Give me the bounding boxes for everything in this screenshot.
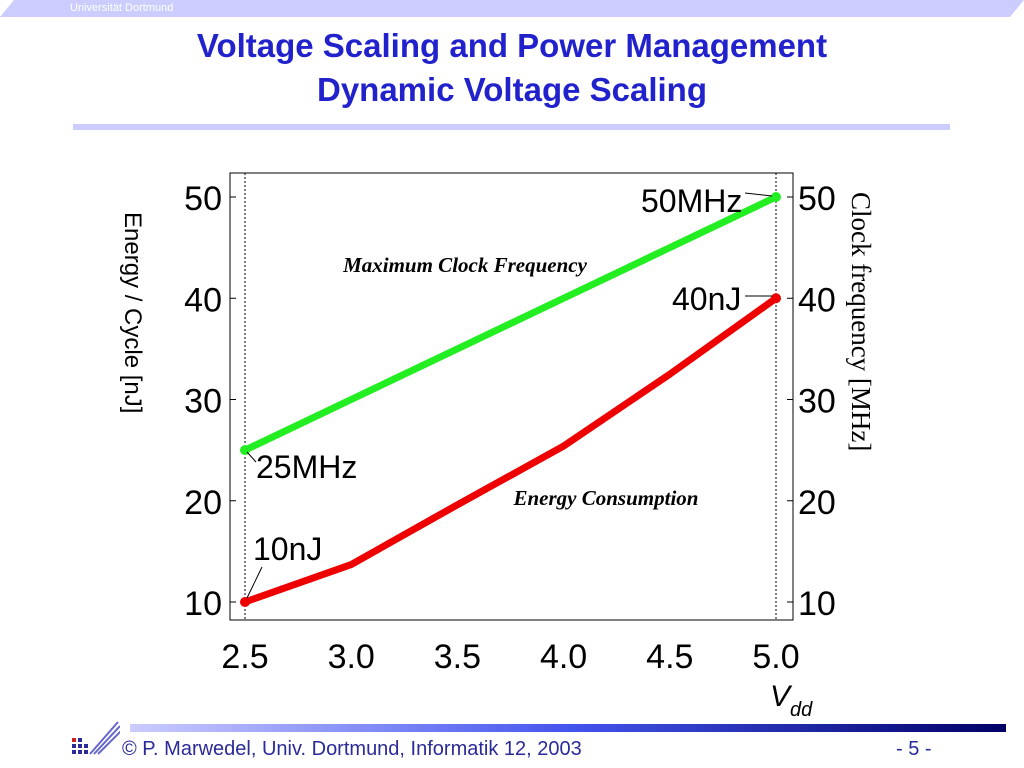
series-label-frequency: Maximum Clock Frequency	[342, 253, 588, 277]
annotation-leader	[246, 566, 263, 599]
x-tick-label: 2.5	[221, 638, 268, 676]
series-line-frequency	[243, 193, 778, 454]
y-tick-right: 50	[798, 180, 836, 218]
annotation-10nj: 10nJ	[253, 531, 322, 567]
x-axis-label-subscript: dd	[790, 699, 813, 720]
y-tick-right: 30	[798, 383, 836, 421]
x-tick-label: 3.5	[434, 638, 481, 676]
annotation-leader	[246, 451, 257, 463]
x-axis-label: V	[770, 680, 793, 713]
annotation-leader	[744, 192, 773, 197]
annotation-25mhz: 25MHz	[256, 449, 357, 485]
y-axis-label-right: Clock frequency [MHz]	[846, 192, 876, 451]
x-tick-label: 4.0	[540, 638, 587, 676]
annotation-50mhz: 50MHz	[641, 183, 742, 219]
university-logo-icon	[72, 721, 120, 755]
y-tick-left: 20	[184, 484, 222, 522]
footer-bar	[130, 724, 1006, 732]
page-number: - 5 -	[896, 738, 932, 760]
x-tick-label: 3.0	[328, 638, 375, 676]
university-label: Universität Dortmund	[70, 2, 174, 14]
y-tick-right: 40	[798, 281, 836, 319]
endpoint-marker	[771, 192, 781, 202]
endpoint-marker	[240, 597, 250, 607]
y-tick-left: 10	[184, 585, 222, 623]
header-banner	[0, 0, 1024, 17]
footer-copyright: © P. Marwedel, Univ. Dortmund, Informati…	[122, 738, 582, 760]
x-tick-label: 4.5	[646, 638, 693, 676]
title-line-1: Voltage Scaling and Power Management	[196, 27, 828, 64]
title-line-2: Dynamic Voltage Scaling	[316, 71, 707, 108]
annotation-40nj: 40nJ	[672, 281, 741, 317]
y-tick-right: 10	[798, 585, 836, 623]
y-tick-left: 30	[184, 383, 222, 421]
series-line-energy	[243, 295, 779, 606]
plot-frame	[229, 172, 794, 621]
title-divider	[73, 124, 950, 130]
chart: 10 10 20 20 30 30 40 40 50 50 2.5 3.0 3.5 4.0 4.5 5.0 Ma…	[119, 172, 876, 720]
y-axis-label-left: Energy / Cycle [nJ]	[119, 212, 146, 413]
endpoint-marker	[771, 293, 781, 304]
y-tick-right: 20	[798, 484, 836, 522]
y-tick-left: 40	[184, 281, 222, 319]
y-tick-left: 50	[184, 180, 222, 218]
series-label-energy: Energy Consumption	[513, 486, 699, 510]
x-tick-label: 5.0	[752, 638, 799, 676]
page-title: Voltage Scaling and Power Management Dyna…	[0, 24, 1024, 112]
